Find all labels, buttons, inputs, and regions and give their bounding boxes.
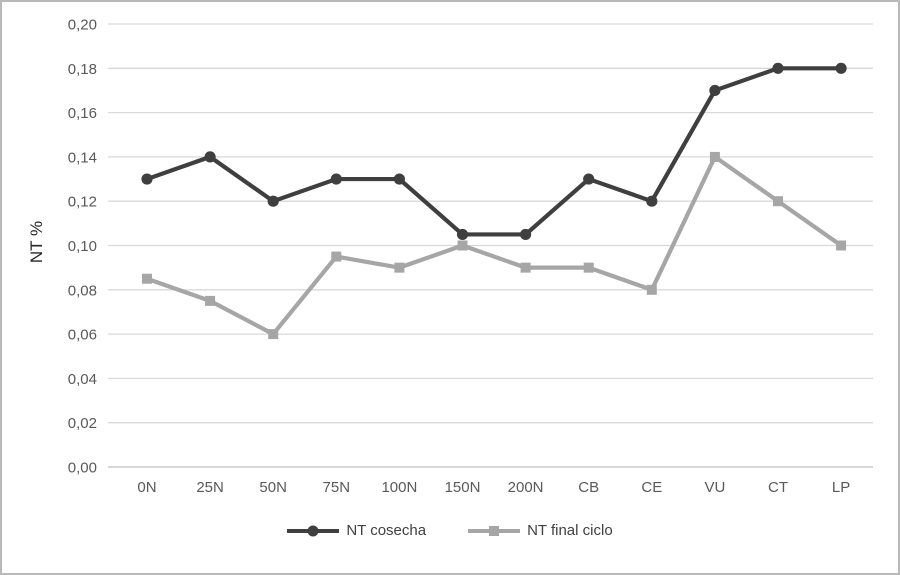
y-tick-label: 0,14 xyxy=(68,149,97,166)
square-marker-icon xyxy=(583,262,594,273)
y-tick-label: 0,12 xyxy=(68,194,97,211)
x-tick-label: LP xyxy=(832,479,850,496)
circle-marker-icon xyxy=(646,195,658,207)
legend-label-nt-final-ciclo: NT final ciclo xyxy=(527,522,613,539)
legend-line-sample-nt-cosecha xyxy=(287,525,340,536)
circle-marker-icon xyxy=(141,173,153,185)
x-tick-label: 75N xyxy=(323,479,351,496)
y-tick-label: 0,06 xyxy=(68,327,97,344)
series-line-nt-final-ciclo xyxy=(144,154,844,337)
square-marker-icon xyxy=(394,262,405,273)
x-tick-label: CE xyxy=(641,479,662,496)
y-tick-label: 0,16 xyxy=(68,105,97,122)
legend-item-nt-cosecha: NT cosecha xyxy=(287,522,426,539)
x-tick-label: CB xyxy=(578,479,599,496)
legend-label-nt-cosecha: NT cosecha xyxy=(346,522,427,539)
gridlines-layer xyxy=(108,23,873,468)
chart-legend: NT cosecha NT final ciclo xyxy=(2,522,898,539)
axis-labels-layer: 0,00 0,02 0,04 0,06 0,08 0,10 0,12 0,14 0,16 0,18… xyxy=(68,17,850,497)
y-tick-label: 0,10 xyxy=(68,238,97,255)
y-tick-label: 0,02 xyxy=(68,415,97,432)
circle-marker-icon xyxy=(267,195,279,207)
circle-marker-icon xyxy=(520,228,532,241)
y-tick-label: 0,20 xyxy=(68,17,97,34)
circle-marker-icon xyxy=(393,173,405,185)
y-axis-title: NT % xyxy=(27,221,46,263)
y-tick-label: 0,18 xyxy=(68,61,97,78)
y-tick-label: 0,04 xyxy=(68,371,97,388)
circle-marker-icon xyxy=(204,151,216,163)
series-layer xyxy=(141,62,847,340)
square-marker-icon xyxy=(457,240,468,251)
x-tick-label: 0N xyxy=(137,479,156,496)
square-marker-icon xyxy=(520,262,531,273)
x-tick-label: 200N xyxy=(508,479,544,496)
y-tick-label: 0,08 xyxy=(68,282,97,299)
circle-marker-icon xyxy=(330,173,342,185)
circle-marker-icon xyxy=(456,228,469,241)
square-marker-icon xyxy=(773,196,783,207)
square-marker-icon xyxy=(646,284,657,295)
x-tick-label: 100N xyxy=(381,479,417,496)
circle-marker-icon xyxy=(583,173,595,185)
circle-marker-icon xyxy=(709,84,721,97)
x-tick-label: 150N xyxy=(445,479,481,496)
x-tick-label: CT xyxy=(768,479,788,496)
circle-marker-icon xyxy=(835,62,847,74)
square-marker-icon xyxy=(205,295,216,306)
y-tick-label: 0,00 xyxy=(68,460,97,477)
square-marker-icon xyxy=(709,151,720,162)
circle-marker-icon xyxy=(307,525,319,536)
square-marker-icon xyxy=(268,329,279,340)
legend-line-sample-nt-final-ciclo xyxy=(468,525,521,536)
x-tick-label: VU xyxy=(704,479,725,496)
circle-marker-icon xyxy=(772,62,784,74)
square-marker-icon xyxy=(331,251,342,262)
x-tick-label: 50N xyxy=(259,479,287,496)
square-marker-icon xyxy=(142,273,152,284)
series-line-nt-cosecha xyxy=(144,66,844,237)
square-marker-icon xyxy=(489,525,500,536)
square-marker-icon xyxy=(836,240,847,251)
legend-item-nt-final-ciclo: NT final ciclo xyxy=(468,522,613,539)
x-tick-label: 25N xyxy=(196,479,224,496)
